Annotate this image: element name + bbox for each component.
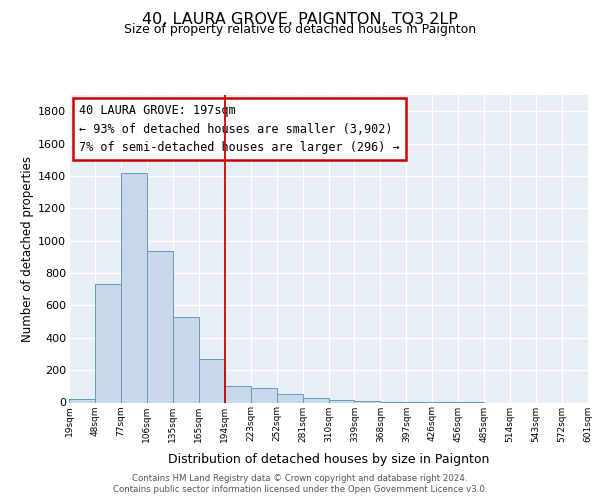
- Text: Contains public sector information licensed under the Open Government Licence v3: Contains public sector information licen…: [113, 485, 487, 494]
- Bar: [329, 400, 355, 402]
- Bar: [251, 388, 277, 402]
- Bar: [199, 359, 224, 403]
- Text: 40 LAURA GROVE: 197sqm
← 93% of detached houses are smaller (3,902)
7% of semi-d: 40 LAURA GROVE: 197sqm ← 93% of detached…: [79, 104, 400, 154]
- Y-axis label: Number of detached properties: Number of detached properties: [21, 156, 34, 342]
- Bar: [302, 398, 329, 402]
- Bar: [173, 316, 199, 402]
- Text: Size of property relative to detached houses in Paignton: Size of property relative to detached ho…: [124, 22, 476, 36]
- Bar: [95, 284, 121, 403]
- X-axis label: Distribution of detached houses by size in Paignton: Distribution of detached houses by size …: [168, 453, 489, 466]
- Bar: [225, 386, 251, 402]
- Bar: [277, 394, 302, 402]
- Bar: [69, 400, 95, 402]
- Text: 40, LAURA GROVE, PAIGNTON, TQ3 2LP: 40, LAURA GROVE, PAIGNTON, TQ3 2LP: [142, 12, 458, 28]
- Bar: [147, 251, 173, 402]
- Bar: [121, 172, 147, 402]
- Bar: [355, 401, 380, 402]
- Text: Contains HM Land Registry data © Crown copyright and database right 2024.: Contains HM Land Registry data © Crown c…: [132, 474, 468, 483]
